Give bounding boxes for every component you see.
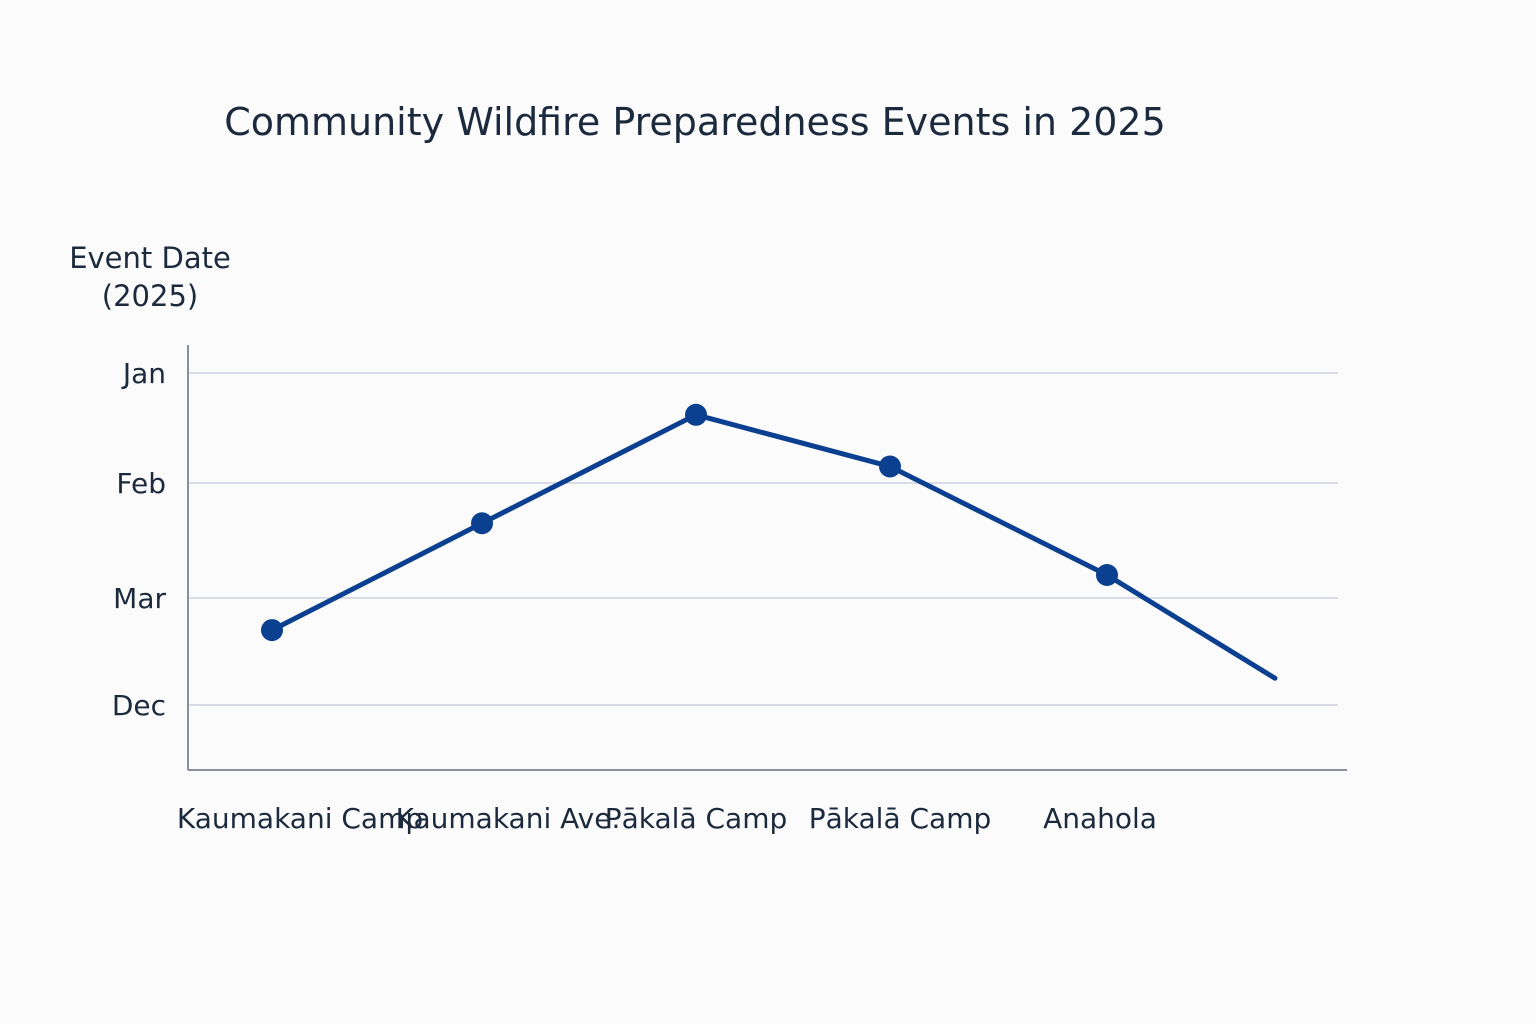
y-tick-label: Dec (112, 689, 166, 722)
y-tick-label: Mar (113, 582, 166, 615)
y-tick-label: Feb (116, 467, 166, 500)
y-axis-label-line-2: (2025) (102, 279, 198, 313)
data-point[interactable] (879, 455, 901, 478)
chart-title: Community Wildfire Preparedness Events i… (224, 100, 1166, 144)
data-point[interactable] (685, 403, 707, 426)
x-tick-label: Anahola (1043, 802, 1157, 835)
x-tick-label: Kaumakani Ave. (396, 802, 621, 835)
y-tick-label: Jan (121, 357, 166, 390)
y-axis-label-line-1: Event Date (69, 241, 231, 275)
x-tick-label: Pākalā Camp (605, 802, 788, 835)
data-point[interactable] (471, 512, 493, 535)
series-line (269, 412, 1278, 681)
x-tick-label: Pākalā Camp (809, 802, 992, 835)
x-tick-label: Kaumakani Camp (177, 802, 423, 835)
data-point[interactable] (1096, 564, 1118, 586)
data-point[interactable] (261, 619, 283, 642)
